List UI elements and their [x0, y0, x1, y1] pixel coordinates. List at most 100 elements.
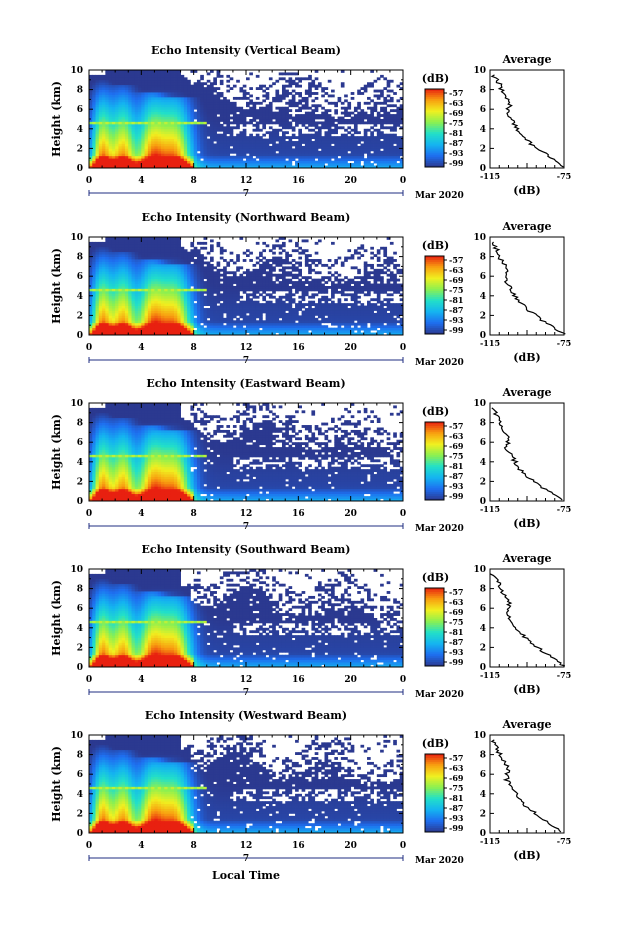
heatmap-cell: [236, 266, 240, 270]
heatmap-cell: [399, 158, 404, 162]
heatmap-cell: [210, 273, 214, 277]
heatmap-cell: [206, 96, 211, 100]
heatmap-cell: [92, 136, 96, 139]
heatmap-cell: [131, 89, 136, 93]
heatmap-cell: [386, 133, 391, 137]
heatmap-cell: [190, 160, 195, 164]
heatmap-cell: [219, 150, 224, 154]
heatmap-cell: [262, 119, 267, 122]
heatmap-cell: [190, 123, 195, 127]
heatmap-cell: [314, 163, 319, 166]
heatmap-cell: [154, 114, 159, 117]
heatmap-cell: [232, 261, 237, 265]
heatmap-cell: [95, 126, 100, 130]
heatmap-cell: [288, 143, 293, 147]
heatmap-cell: [95, 327, 100, 331]
heatmap-cell: [206, 94, 211, 98]
heatmap-cell: [190, 303, 195, 306]
heatmap-cell: [151, 327, 155, 331]
heatmap-cell: [180, 155, 185, 159]
heatmap-cell: [180, 101, 185, 105]
heatmap-cell: [180, 300, 185, 304]
heatmap-cell: [180, 310, 185, 314]
heatmap-cell: [121, 281, 126, 284]
heatmap-cell: [144, 254, 149, 257]
heatmap-cell: [89, 317, 93, 321]
heatmap-cell: [167, 150, 172, 154]
heatmap-cell: [252, 160, 257, 164]
heatmap-cell: [138, 249, 142, 253]
heatmap-cell: [337, 163, 342, 166]
heatmap-cell: [121, 290, 126, 294]
heatmap-cell: [138, 303, 142, 306]
heatmap-cell: [255, 136, 260, 139]
heatmap-cell: [268, 119, 273, 122]
heatmap-cell: [203, 126, 208, 130]
heatmap-cell: [98, 268, 103, 272]
heatmap-cell: [170, 244, 175, 248]
heatmap-cell: [268, 163, 273, 166]
heatmap-cell: [206, 143, 211, 147]
heatmap-cell: [196, 116, 201, 120]
heatmap-cell: [232, 116, 237, 120]
heatmap-cell: [226, 286, 231, 289]
heatmap-cell: [131, 87, 136, 90]
heatmap-cell: [295, 116, 299, 120]
heatmap-cell: [389, 163, 394, 166]
heatmap-cell: [206, 153, 211, 157]
heatmap-cell: [157, 131, 162, 135]
heatmap-cell: [138, 121, 142, 125]
heatmap-cell: [350, 158, 355, 162]
heatmap-cell: [196, 293, 201, 297]
heatmap-cell: [115, 84, 119, 88]
heatmap-cell: [131, 160, 136, 164]
heatmap-cell: [124, 165, 129, 169]
heatmap-cell: [376, 165, 381, 169]
heatmap-cell: [206, 72, 211, 76]
heatmap-cell: [216, 298, 221, 302]
heatmap-cell: [357, 145, 361, 149]
heatmap-cell: [213, 312, 217, 316]
heatmap-cell: [187, 79, 191, 83]
heatmap-cell: [183, 138, 188, 142]
heatmap-cell: [321, 150, 325, 154]
heatmap-cell: [239, 111, 244, 115]
heatmap-cell: [187, 266, 191, 270]
colorbar-segment: [425, 100, 444, 104]
heatmap-cell: [131, 246, 136, 250]
heatmap-cell: [115, 138, 119, 142]
heatmap-cell: [281, 77, 286, 81]
heatmap-cell: [177, 281, 181, 284]
heatmap-cell: [92, 155, 96, 159]
heatmap-cell: [177, 158, 181, 162]
heatmap-cell: [353, 114, 358, 117]
y-axis-label: Height (km): [50, 81, 63, 157]
heatmap-cell: [301, 148, 306, 152]
heatmap-cell: [177, 315, 181, 319]
heatmap-cell: [180, 281, 185, 284]
heatmap-cell: [111, 163, 116, 166]
heatmap-cell: [183, 128, 188, 132]
heatmap-cell: [131, 327, 136, 331]
heatmap-cell: [141, 111, 145, 115]
heatmap-cell: [118, 300, 123, 304]
heatmap-cell: [102, 303, 106, 306]
heatmap-cell: [308, 106, 312, 110]
heatmap-cell: [105, 89, 110, 93]
heatmap-cell: [98, 92, 103, 95]
heatmap-cell: [141, 305, 145, 309]
heatmap-cell: [151, 249, 155, 253]
heatmap-cell: [301, 133, 306, 137]
heatmap-cell: [180, 77, 185, 81]
heatmap-cell: [196, 256, 201, 260]
heatmap-cell: [89, 261, 93, 265]
heatmap-cell: [389, 148, 394, 152]
heatmap-cell: [121, 283, 126, 287]
heatmap-cell: [373, 128, 378, 132]
heatmap-cell: [98, 251, 103, 255]
heatmap-cell: [154, 153, 159, 157]
heatmap-cell: [327, 116, 332, 120]
heatmap-cell: [203, 89, 208, 93]
heatmap-cell: [174, 126, 178, 130]
heatmap-cell: [131, 79, 136, 83]
